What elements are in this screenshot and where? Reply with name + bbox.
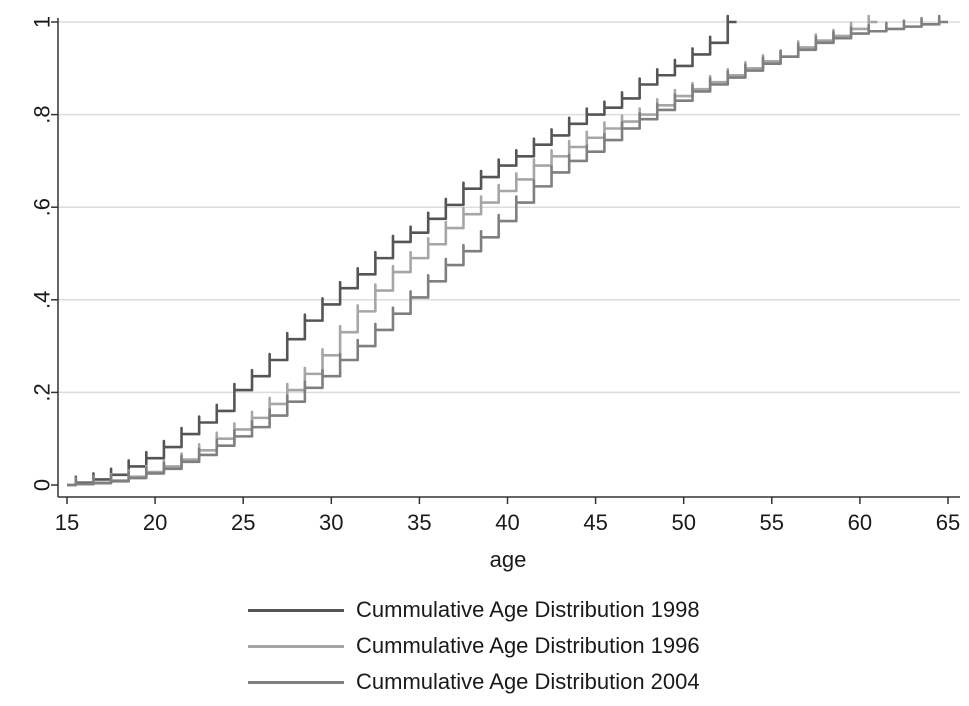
x-tick-label: 50 bbox=[671, 510, 695, 535]
legend-label-1996: Cummulative Age Distribution 1996 bbox=[356, 633, 700, 658]
x-tick-label: 65 bbox=[936, 510, 960, 535]
y-tick-label: .6 bbox=[30, 198, 55, 216]
legend: Cummulative Age Distribution 1998 Cummul… bbox=[248, 598, 808, 706]
series-line-0 bbox=[67, 14, 737, 487]
legend-item-1998: Cummulative Age Distribution 1998 bbox=[248, 598, 808, 634]
series-lines bbox=[67, 14, 948, 487]
x-tick-label: 20 bbox=[143, 510, 167, 535]
x-tick-label: 15 bbox=[55, 510, 79, 535]
x-tick-label: 35 bbox=[407, 510, 431, 535]
legend-swatch-2004 bbox=[248, 681, 344, 684]
x-axis-label: age bbox=[490, 547, 527, 572]
legend-item-2004: Cummulative Age Distribution 2004 bbox=[248, 670, 808, 706]
y-axis: 0 .2 .4 .6 .8 1 bbox=[30, 16, 59, 497]
x-tick-label: 40 bbox=[495, 510, 519, 535]
y-tick-label: .2 bbox=[30, 383, 55, 401]
legend-item-1996: Cummulative Age Distribution 1996 bbox=[248, 634, 808, 670]
y-tick-label: 0 bbox=[30, 479, 55, 491]
y-tick-label: .4 bbox=[30, 291, 55, 309]
series-line-2 bbox=[67, 14, 948, 487]
x-tick-label: 25 bbox=[231, 510, 255, 535]
gridlines bbox=[58, 21, 960, 394]
x-tick-label: 55 bbox=[760, 510, 784, 535]
x-axis: 15 20 25 30 35 40 45 50 55 60 65 bbox=[55, 496, 960, 535]
y-tick-label: 1 bbox=[30, 16, 55, 28]
legend-label-2004: Cummulative Age Distribution 2004 bbox=[356, 669, 700, 694]
x-tick-label: 30 bbox=[319, 510, 343, 535]
legend-swatch-1998 bbox=[248, 609, 344, 612]
cdf-chart: 0 .2 .4 .6 .8 1 15 20 25 30 35 40 45 50 55 60 65 age bbox=[30, 14, 960, 572]
x-tick-label: 60 bbox=[848, 510, 872, 535]
legend-label-1998: Cummulative Age Distribution 1998 bbox=[356, 597, 700, 622]
legend-swatch-1996 bbox=[248, 645, 344, 648]
x-tick-label: 45 bbox=[583, 510, 607, 535]
y-tick-label: .8 bbox=[30, 105, 55, 123]
